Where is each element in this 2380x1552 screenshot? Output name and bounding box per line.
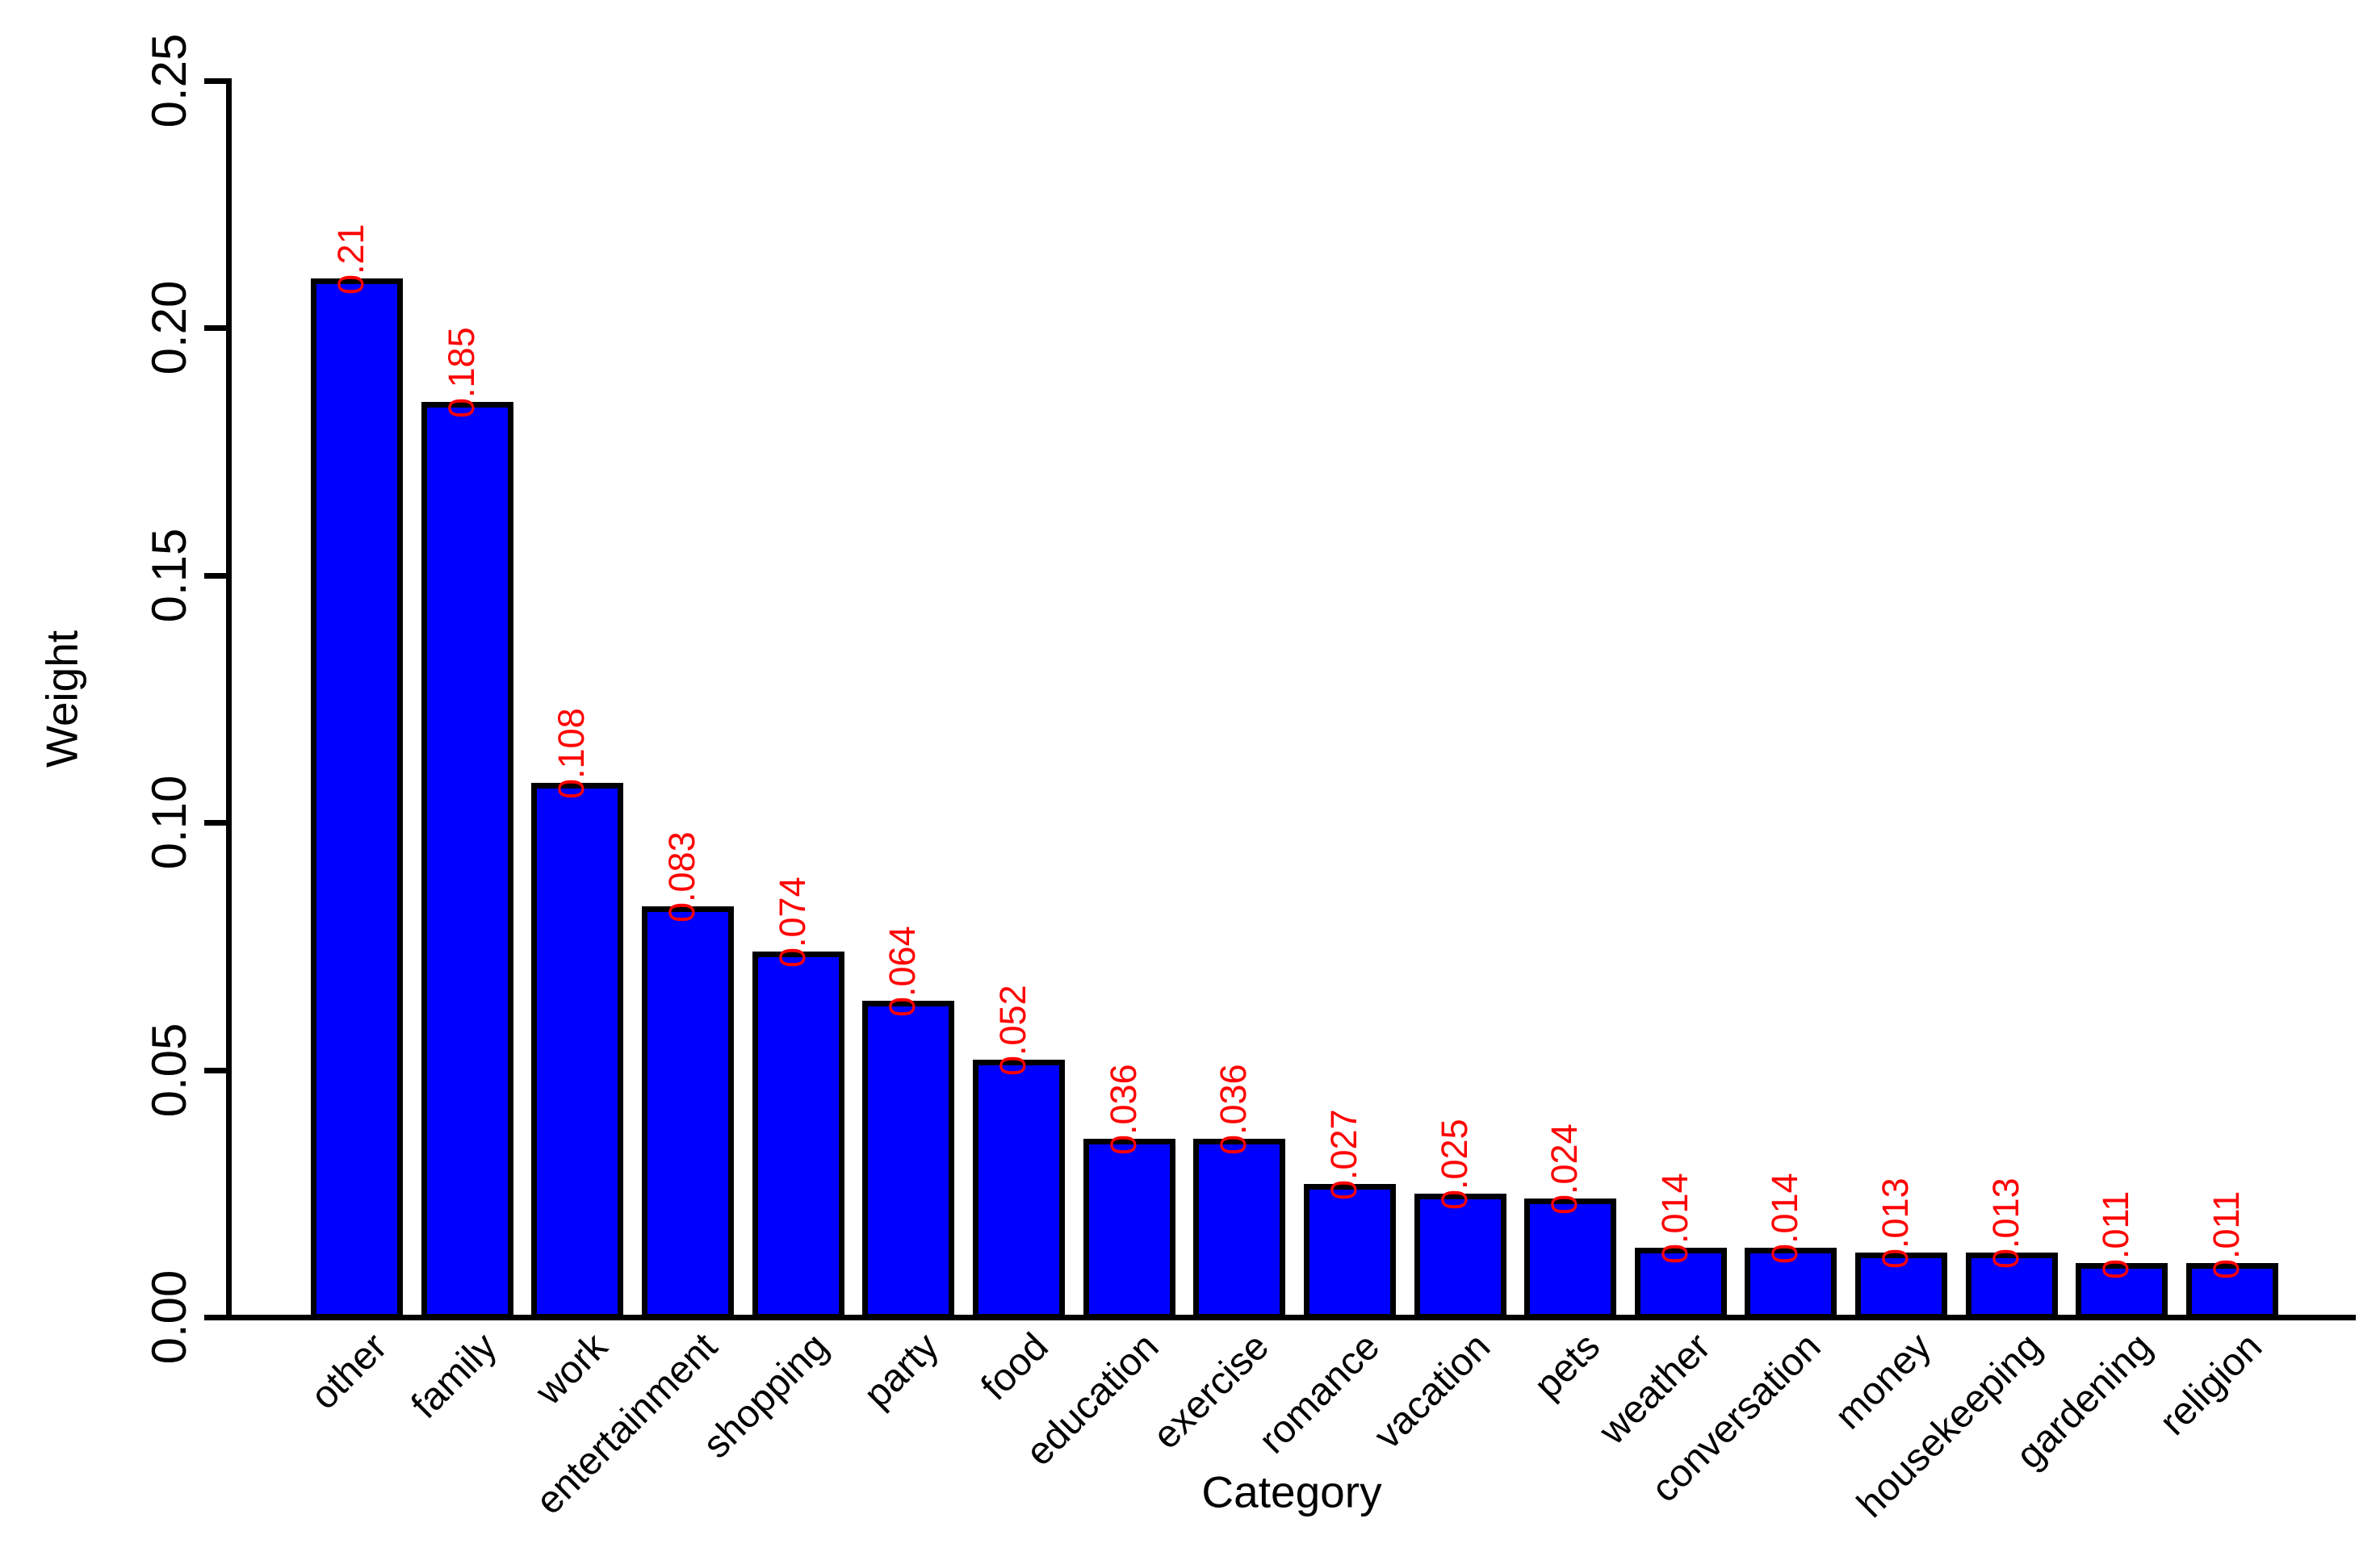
bar-value-label: 0.036 bbox=[1213, 1064, 1255, 1156]
category-label-food: food bbox=[973, 1324, 1058, 1409]
bar-work bbox=[531, 783, 624, 1320]
category-label-other: other bbox=[302, 1324, 396, 1418]
y-axis-tick-label: 0.15 bbox=[142, 528, 196, 623]
category-label-money: money bbox=[1827, 1324, 1940, 1438]
bar-value-label: 0.108 bbox=[551, 708, 593, 800]
y-axis-tick bbox=[204, 1315, 228, 1320]
category-label-family: family bbox=[403, 1324, 506, 1427]
y-axis-tick bbox=[204, 820, 228, 826]
category-label-vacation: vacation bbox=[1365, 1324, 1498, 1458]
bar-value-label: 0.014 bbox=[1764, 1173, 1806, 1265]
bar-value-label: 0.083 bbox=[660, 831, 702, 923]
bar-shopping bbox=[752, 951, 844, 1320]
y-axis-tick bbox=[204, 325, 228, 332]
bar-value-label: 0.185 bbox=[440, 327, 482, 419]
bar-value-label: 0.013 bbox=[1875, 1178, 1917, 1270]
bar-value-label: 0.21 bbox=[330, 224, 371, 295]
bar-romance bbox=[1303, 1183, 1396, 1320]
bar-education bbox=[1083, 1139, 1175, 1320]
y-axis-line bbox=[226, 78, 232, 1320]
x-axis-label: Category bbox=[1201, 1466, 1382, 1517]
y-axis-tick-label: 0.00 bbox=[142, 1270, 196, 1365]
y-axis-label: Weight bbox=[36, 630, 87, 768]
bar-value-label: 0.025 bbox=[1433, 1119, 1475, 1210]
category-label-religion: religion bbox=[2152, 1324, 2271, 1444]
y-axis-tick-label: 0.25 bbox=[142, 33, 196, 128]
bar-value-label: 0.013 bbox=[1984, 1178, 2026, 1270]
bar-pets bbox=[1524, 1198, 1617, 1320]
bar-value-label: 0.014 bbox=[1653, 1173, 1695, 1265]
y-axis-tick bbox=[204, 1067, 228, 1073]
y-axis-tick bbox=[204, 78, 228, 84]
x-axis-line bbox=[226, 1315, 2356, 1320]
y-axis-tick-label: 0.05 bbox=[142, 1023, 196, 1117]
bar-vacation bbox=[1414, 1193, 1506, 1320]
bar-value-label: 0.024 bbox=[1544, 1123, 1586, 1215]
bar-exercise bbox=[1193, 1139, 1286, 1320]
bar-conversation bbox=[1745, 1248, 1837, 1320]
category-label-pets: pets bbox=[1526, 1324, 1609, 1408]
bar-other bbox=[311, 278, 403, 1320]
y-axis-tick bbox=[204, 572, 228, 579]
bar-value-label: 0.011 bbox=[2095, 1190, 2137, 1279]
category-label-party: party bbox=[855, 1324, 947, 1416]
category-label-work: work bbox=[527, 1324, 616, 1414]
bar-value-label: 0.027 bbox=[1322, 1108, 1364, 1200]
bar-money bbox=[1855, 1253, 1948, 1320]
bar-food bbox=[972, 1060, 1065, 1320]
y-axis-tick-label: 0.10 bbox=[142, 775, 196, 870]
bar-party bbox=[862, 1000, 955, 1320]
bar-family bbox=[421, 402, 513, 1320]
bar-value-label: 0.074 bbox=[771, 876, 813, 968]
bar-value-label: 0.036 bbox=[1102, 1064, 1144, 1156]
y-axis-tick-label: 0.20 bbox=[142, 281, 196, 375]
category-label-romance: romance bbox=[1251, 1324, 1389, 1462]
bar-value-label: 0.052 bbox=[991, 985, 1033, 1077]
bar-value-label: 0.064 bbox=[882, 926, 924, 1017]
bar-entertainment bbox=[641, 906, 734, 1320]
bar-weather bbox=[1634, 1248, 1727, 1320]
bar-value-label: 0.011 bbox=[2206, 1190, 2248, 1279]
